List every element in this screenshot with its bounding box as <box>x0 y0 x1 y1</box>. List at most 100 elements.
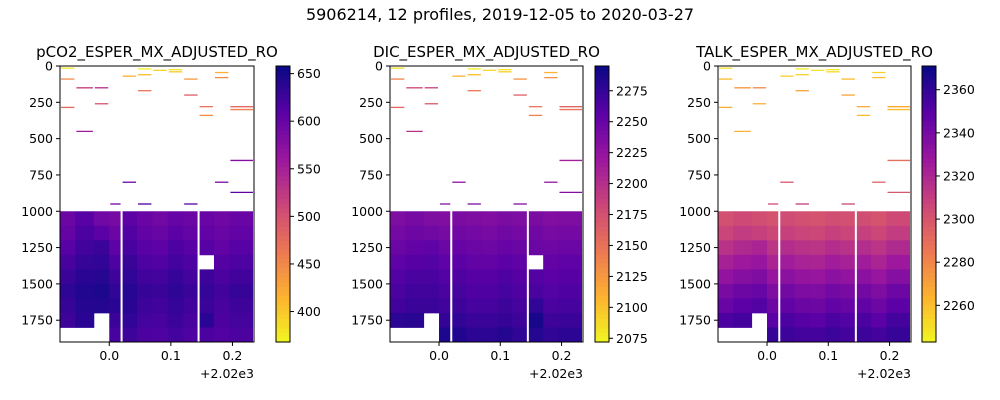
colorbar-segment <box>922 112 936 118</box>
heatmap-cell <box>451 254 467 270</box>
heatmap-cell <box>167 312 184 328</box>
heatmap-cell <box>93 298 110 314</box>
heatmap-cell <box>733 211 753 227</box>
heatmap-cell <box>527 283 544 299</box>
heatmap-cell <box>109 327 122 342</box>
heatmap-cell <box>198 240 215 256</box>
heatmap-cell <box>198 211 215 227</box>
heatmap-cell <box>167 269 184 285</box>
colorbar-segment <box>276 328 290 334</box>
heatmap-cell <box>497 298 513 314</box>
heatmap-cell <box>213 283 230 299</box>
heatmap-cell <box>439 298 452 314</box>
heatmap-cell <box>60 211 76 227</box>
colorbar-segment <box>922 167 936 173</box>
colorbar-segment <box>276 291 290 297</box>
heatmap-cell <box>527 312 544 328</box>
colorbar-segment <box>595 84 609 90</box>
heatmap-cell <box>183 225 199 241</box>
heatmap-cell <box>390 211 406 227</box>
heatmap-cell <box>60 225 76 241</box>
colorbar-tick-label: 2300 <box>943 212 975 227</box>
colorbar-segment <box>922 250 936 256</box>
colorbar-segment <box>276 116 290 122</box>
colorbar-tick-label: 600 <box>297 114 321 129</box>
colorbar-segment <box>276 125 290 131</box>
heatmap-cell <box>183 254 199 270</box>
colorbar-segment <box>922 75 936 81</box>
heatmap-cell <box>855 327 872 342</box>
heatmap-cell <box>152 283 169 299</box>
heatmap-cell <box>543 283 559 299</box>
heatmap-cell <box>558 240 583 256</box>
heatmap-cell <box>481 327 498 342</box>
heatmap-cell <box>733 312 753 328</box>
colorbar-segment <box>276 222 290 228</box>
colorbar-segment <box>922 190 936 196</box>
heatmap-cell <box>543 225 559 241</box>
heatmap-cell <box>543 211 559 227</box>
heatmap-cell <box>527 298 544 314</box>
x-tick-label: 0.1 <box>818 348 838 363</box>
heatmap-cell <box>871 225 887 241</box>
heatmap-cell <box>733 283 753 299</box>
heatmap-cell <box>809 254 826 270</box>
colorbar-segment <box>595 176 609 182</box>
heatmap-cell <box>183 298 199 314</box>
heatmap-cell <box>825 312 841 328</box>
heatmap-cell <box>109 312 122 328</box>
y-tick-label: 1500 <box>21 276 53 291</box>
colorbar: 400 450 500 550 600 650 <box>275 65 321 343</box>
heatmap-cell <box>451 298 467 314</box>
heatmap-cell <box>779 283 795 299</box>
profile-gap <box>197 204 200 342</box>
colorbar-segment <box>922 194 936 200</box>
colorbar-segment <box>276 231 290 237</box>
heatmap-cell <box>121 254 138 270</box>
y-tick-label: 0 <box>45 59 53 74</box>
colorbar-segment <box>276 190 290 196</box>
y-tick-label: 1500 <box>679 276 711 291</box>
heatmap-cell <box>733 225 753 241</box>
colorbar-segment <box>922 181 936 187</box>
colorbar-segment <box>922 158 936 164</box>
colorbar-segment <box>922 277 936 283</box>
y-tick-label: 250 <box>687 95 711 110</box>
heatmap-cell <box>840 254 857 270</box>
heatmap-cell <box>825 283 841 299</box>
colorbar-segment <box>595 222 609 228</box>
colorbar-tick-label: 500 <box>297 209 321 224</box>
colorbar-segment <box>276 282 290 288</box>
heatmap-cell <box>825 269 841 285</box>
heatmap-cell <box>213 211 230 227</box>
profile-gap <box>854 204 857 342</box>
colorbar-segment <box>595 144 609 150</box>
colorbar-segment <box>276 259 290 265</box>
colorbar-segment <box>276 337 290 343</box>
heatmap-cell <box>136 269 153 285</box>
colorbar-tick-label: 2125 <box>616 269 648 284</box>
colorbar-segment <box>922 332 936 338</box>
heatmap-cell <box>75 240 95 256</box>
colorbar-segment <box>595 194 609 200</box>
colorbar-tick-label: 2200 <box>616 176 648 191</box>
heatmap-cell <box>466 269 483 285</box>
heatmap-cell <box>886 240 911 256</box>
heatmap-cell <box>794 283 811 299</box>
heatmap-cell <box>60 254 76 270</box>
colorbar-segment <box>276 153 290 159</box>
heatmap-cell <box>779 312 795 328</box>
heatmap-cell <box>718 283 734 299</box>
heatmap-cell <box>809 240 826 256</box>
panel-3: 0 250 500 750 1000 1250 1500 1750 0.0 0.1 0.2 +2.02… <box>679 43 975 381</box>
heatmap-cell <box>183 312 199 328</box>
colorbar-segment <box>595 286 609 292</box>
colorbar-segment <box>922 199 936 205</box>
heatmap-cell <box>718 269 734 285</box>
colorbar-segment <box>922 208 936 214</box>
heatmap-cell <box>405 240 425 256</box>
colorbar-segment <box>922 217 936 223</box>
colorbar-segment <box>595 93 609 99</box>
y-tick-label: 1000 <box>351 204 383 219</box>
